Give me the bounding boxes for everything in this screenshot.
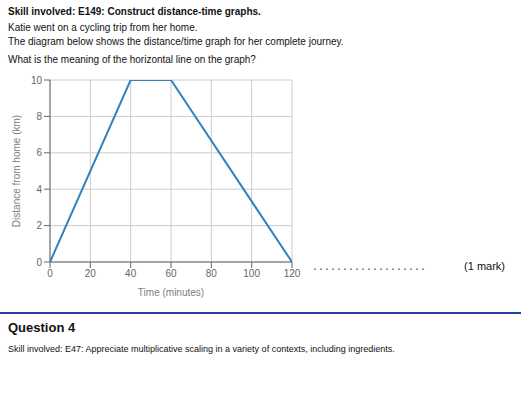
- svg-text:Time (minutes): Time (minutes): [138, 287, 204, 298]
- html-text:What is the meaning of the hor: What is the meaning of the horizontal li…: [8, 54, 256, 65]
- html-text:Question 4: Question 4: [8, 320, 76, 335]
- svg-text:6: 6: [36, 147, 42, 158]
- svg-text:120: 120: [284, 268, 301, 279]
- svg-text:2: 2: [36, 220, 42, 231]
- svg-text:20: 20: [85, 268, 97, 279]
- svg-text:40: 40: [125, 268, 137, 279]
- svg-text:100: 100: [243, 268, 260, 279]
- html-text:(1 mark): (1 mark): [464, 260, 505, 272]
- html-text:Skill involved: E149: Construc: Skill involved: E149: Construct distance…: [8, 6, 261, 17]
- html-text:Katie went on a cycling trip f: Katie went on a cycling trip from her ho…: [8, 22, 198, 33]
- svg-text:60: 60: [165, 268, 177, 279]
- svg-text:80: 80: [206, 268, 218, 279]
- html-text:The diagram below shows the di: The diagram below shows the distance/tim…: [8, 36, 344, 47]
- html-text:Skill involved: E47: Appreciat: Skill involved: E47: Appreciate multipli…: [8, 344, 395, 354]
- svg-text:0: 0: [47, 268, 53, 279]
- svg-text:0: 0: [36, 257, 42, 268]
- svg-text:10: 10: [31, 75, 43, 86]
- svg-text:8: 8: [36, 111, 42, 122]
- svg-text:4: 4: [36, 184, 42, 195]
- svg-text:Distance from home (km): Distance from home (km): [11, 115, 22, 227]
